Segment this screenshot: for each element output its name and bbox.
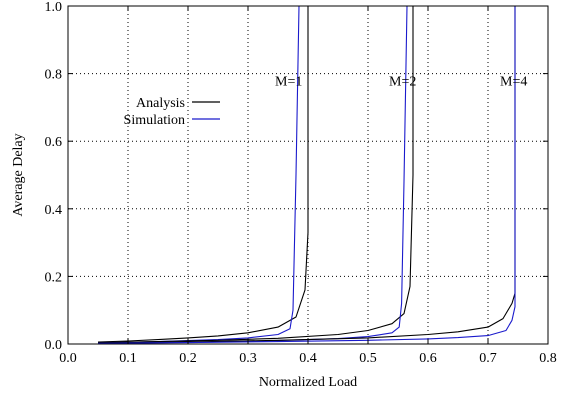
axis-ticks: 0.0 0.1 0.2 0.3 0.4 0.5 0.6 0.7 0.8 0.0 0.2 0.4 0.6 0… [45, 0, 557, 366]
x-axis-title: Normalized Load [259, 375, 357, 390]
y-tick-label: 0.8 [45, 68, 63, 83]
x-tick-label: 0.3 [239, 351, 257, 366]
x-tick-label: 0.4 [299, 351, 317, 366]
y-tick-label: 0.4 [45, 203, 63, 218]
annotation-m2: M=2 [389, 74, 416, 89]
y-tick-label: 0.2 [45, 270, 63, 285]
annotation-m1: M=1 [275, 74, 302, 89]
x-tick-label: 0.1 [119, 351, 137, 366]
legend: Analysis Simulation [124, 96, 220, 128]
series-line-simulation-m2 [97, 5, 408, 344]
annotation-m4: M=4 [500, 74, 527, 89]
series-line-analysis-m4 [97, 6, 516, 344]
x-tick-label: 0.0 [59, 351, 77, 366]
x-tick-label: 0.2 [179, 351, 197, 366]
legend-label-simulation: Simulation [124, 113, 185, 128]
x-tick-label: 0.7 [479, 351, 497, 366]
x-tick-label: 0.8 [539, 351, 557, 366]
y-tick-label: 1.0 [45, 0, 63, 15]
x-tick-label: 0.5 [359, 351, 377, 366]
series-line-analysis-m2 [97, 6, 414, 344]
x-tick-label: 0.6 [419, 351, 437, 366]
y-axis-title: Average Delay [11, 133, 26, 216]
series-line-simulation-m4 [97, 6, 516, 344]
series-lines [97, 5, 516, 344]
series-line-analysis-m1 [97, 6, 309, 343]
y-tick-label: 0.0 [45, 338, 63, 353]
y-tick-label: 0.6 [45, 135, 63, 150]
legend-label-analysis: Analysis [136, 96, 185, 111]
